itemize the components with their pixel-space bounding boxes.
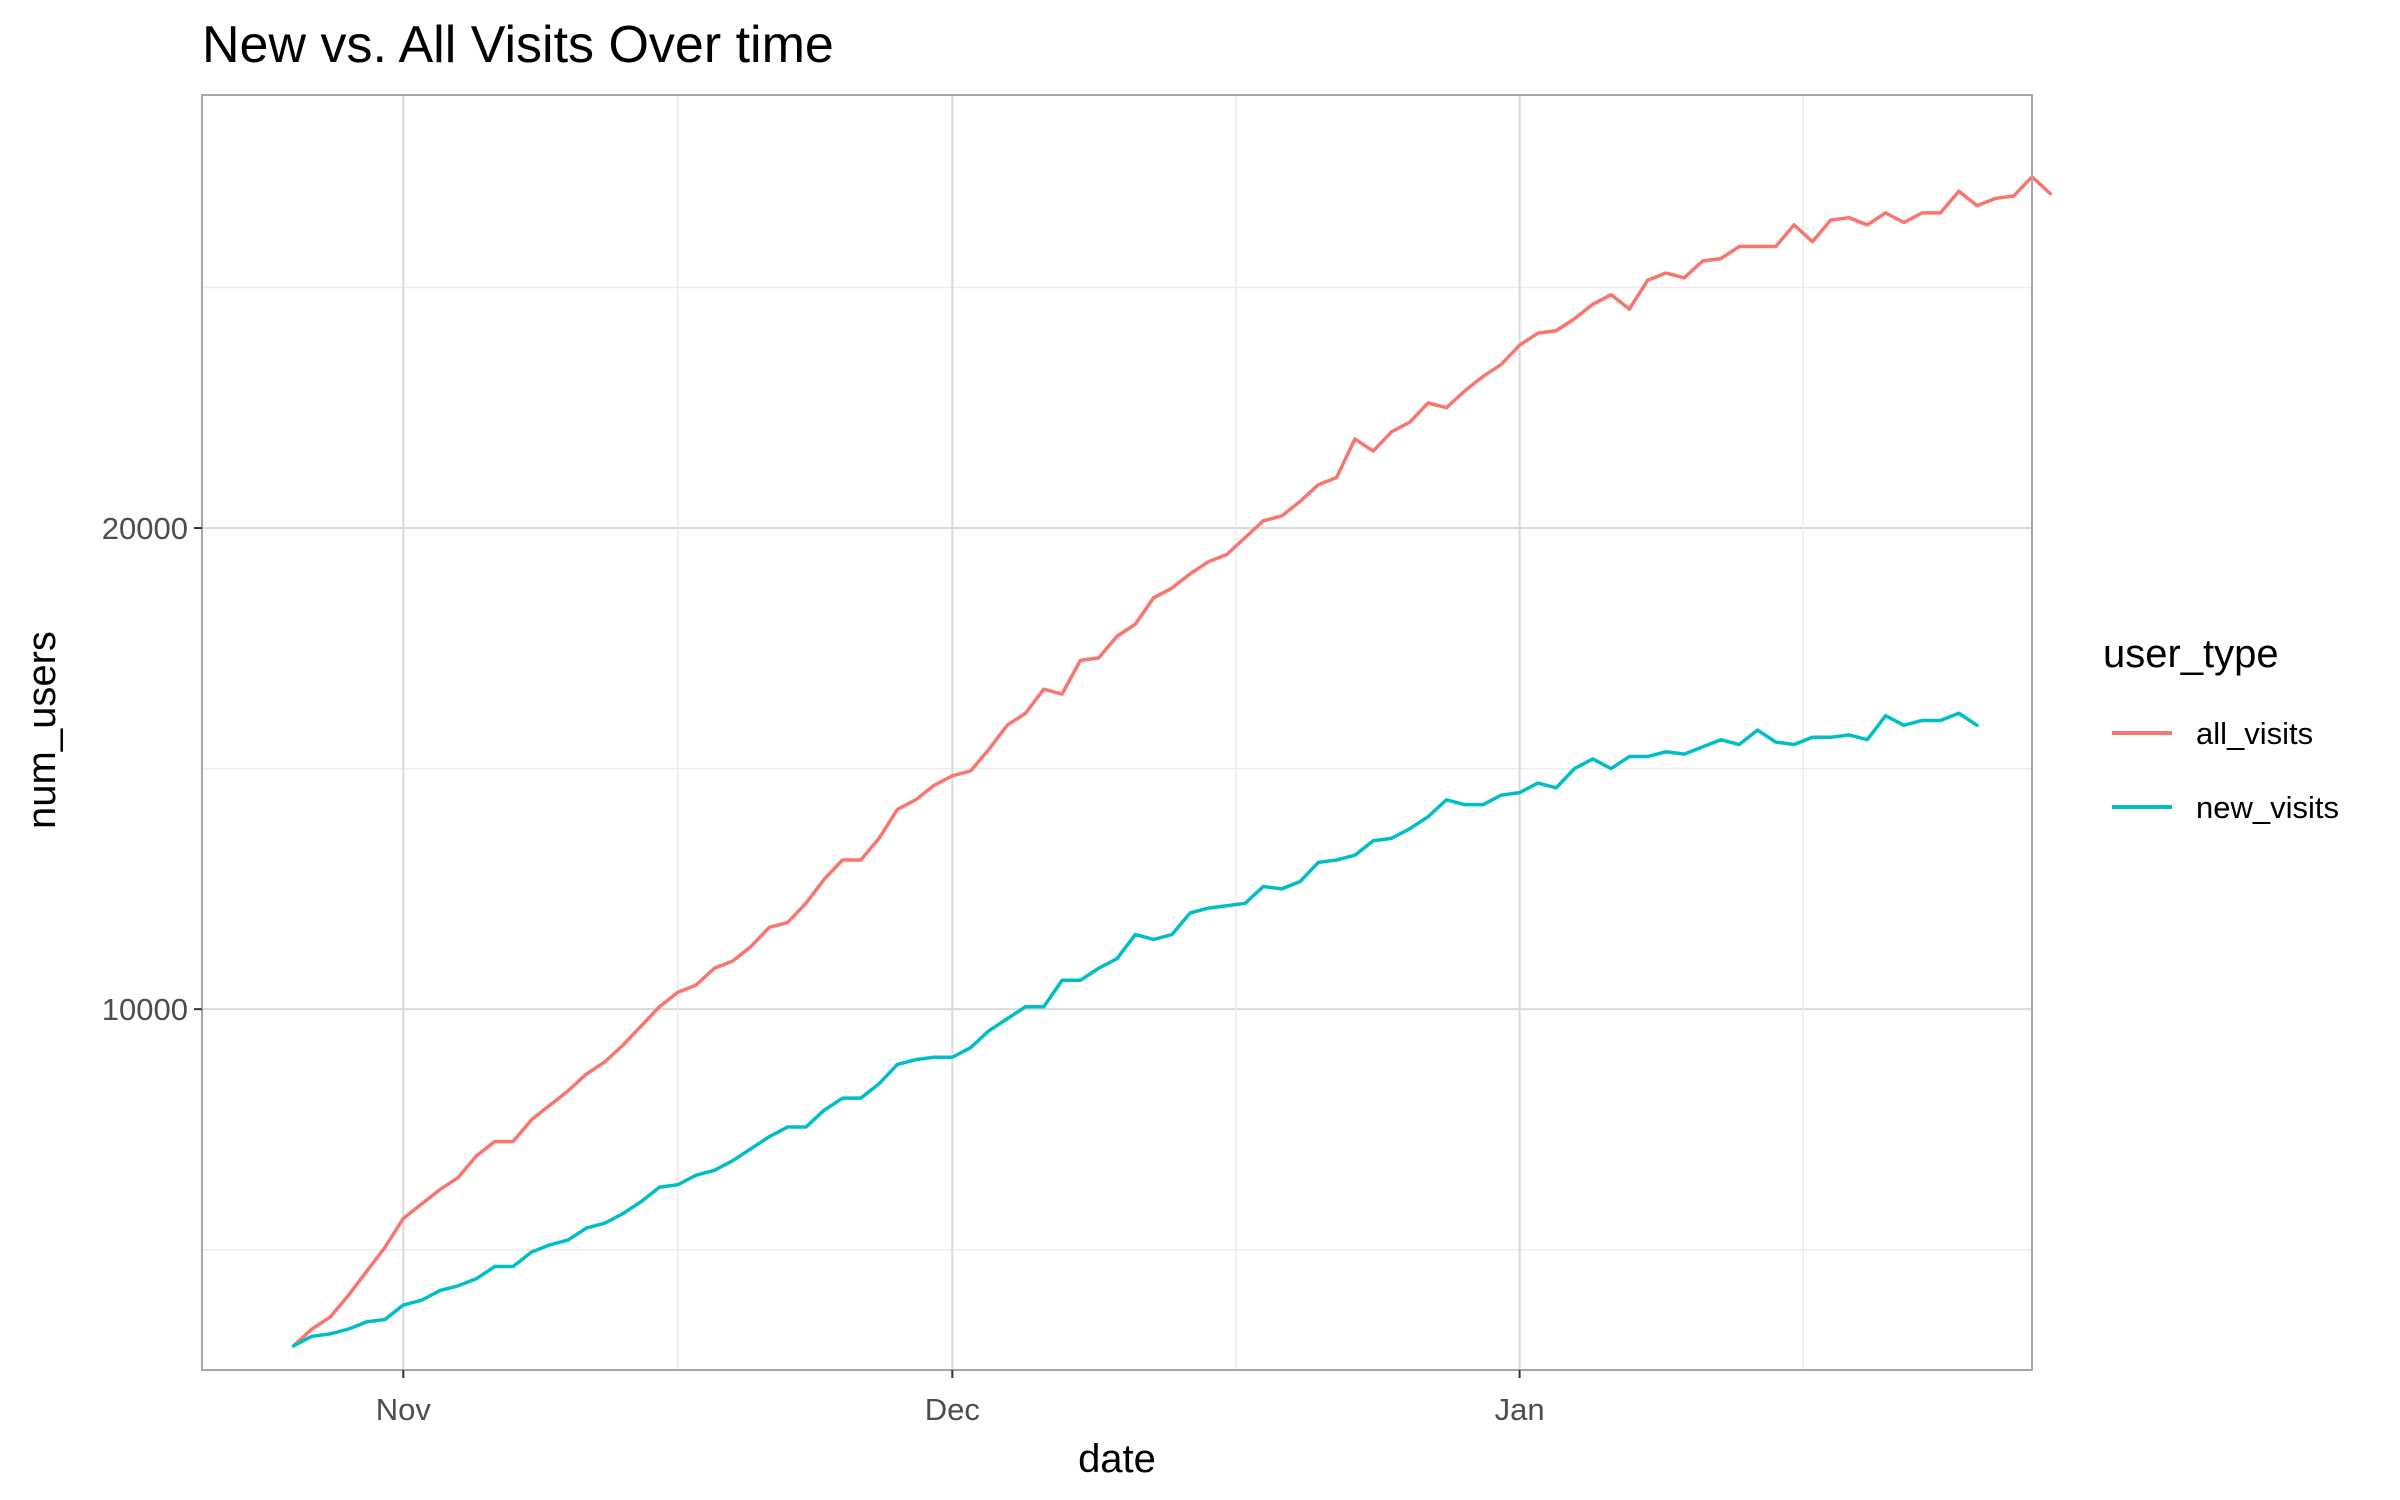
legend: user_type all_visits new_visits [2103, 632, 2339, 825]
legend-title: user_type [2103, 632, 2279, 676]
series-line-all-visits [291, 175, 2053, 1348]
y-tick-label: 10000 [102, 992, 188, 1027]
series-line-new-visits [291, 711, 1979, 1348]
y-tick-label: 20000 [102, 511, 188, 546]
x-tick-layer: Nov Dec Jan [376, 1370, 1545, 1427]
x-tick-label: Jan [1495, 1392, 1545, 1427]
grid-layer [202, 95, 2032, 1370]
series-layer [291, 175, 2053, 1348]
legend-label-new-visits: new_visits [2196, 790, 2339, 825]
y-axis-title: num_users [20, 631, 64, 829]
plot-panel-border [201, 94, 2033, 1371]
x-tick-label: Nov [376, 1392, 432, 1427]
x-tick-label: Dec [925, 1392, 980, 1427]
chart-title: New vs. All Visits Over time [202, 16, 834, 74]
legend-items: all_visits new_visits [2112, 716, 2339, 825]
legend-label-all-visits: all_visits [2196, 716, 2313, 751]
x-axis-title: date [1078, 1437, 1156, 1481]
y-tick-layer: 10000 20000 [102, 511, 202, 1027]
